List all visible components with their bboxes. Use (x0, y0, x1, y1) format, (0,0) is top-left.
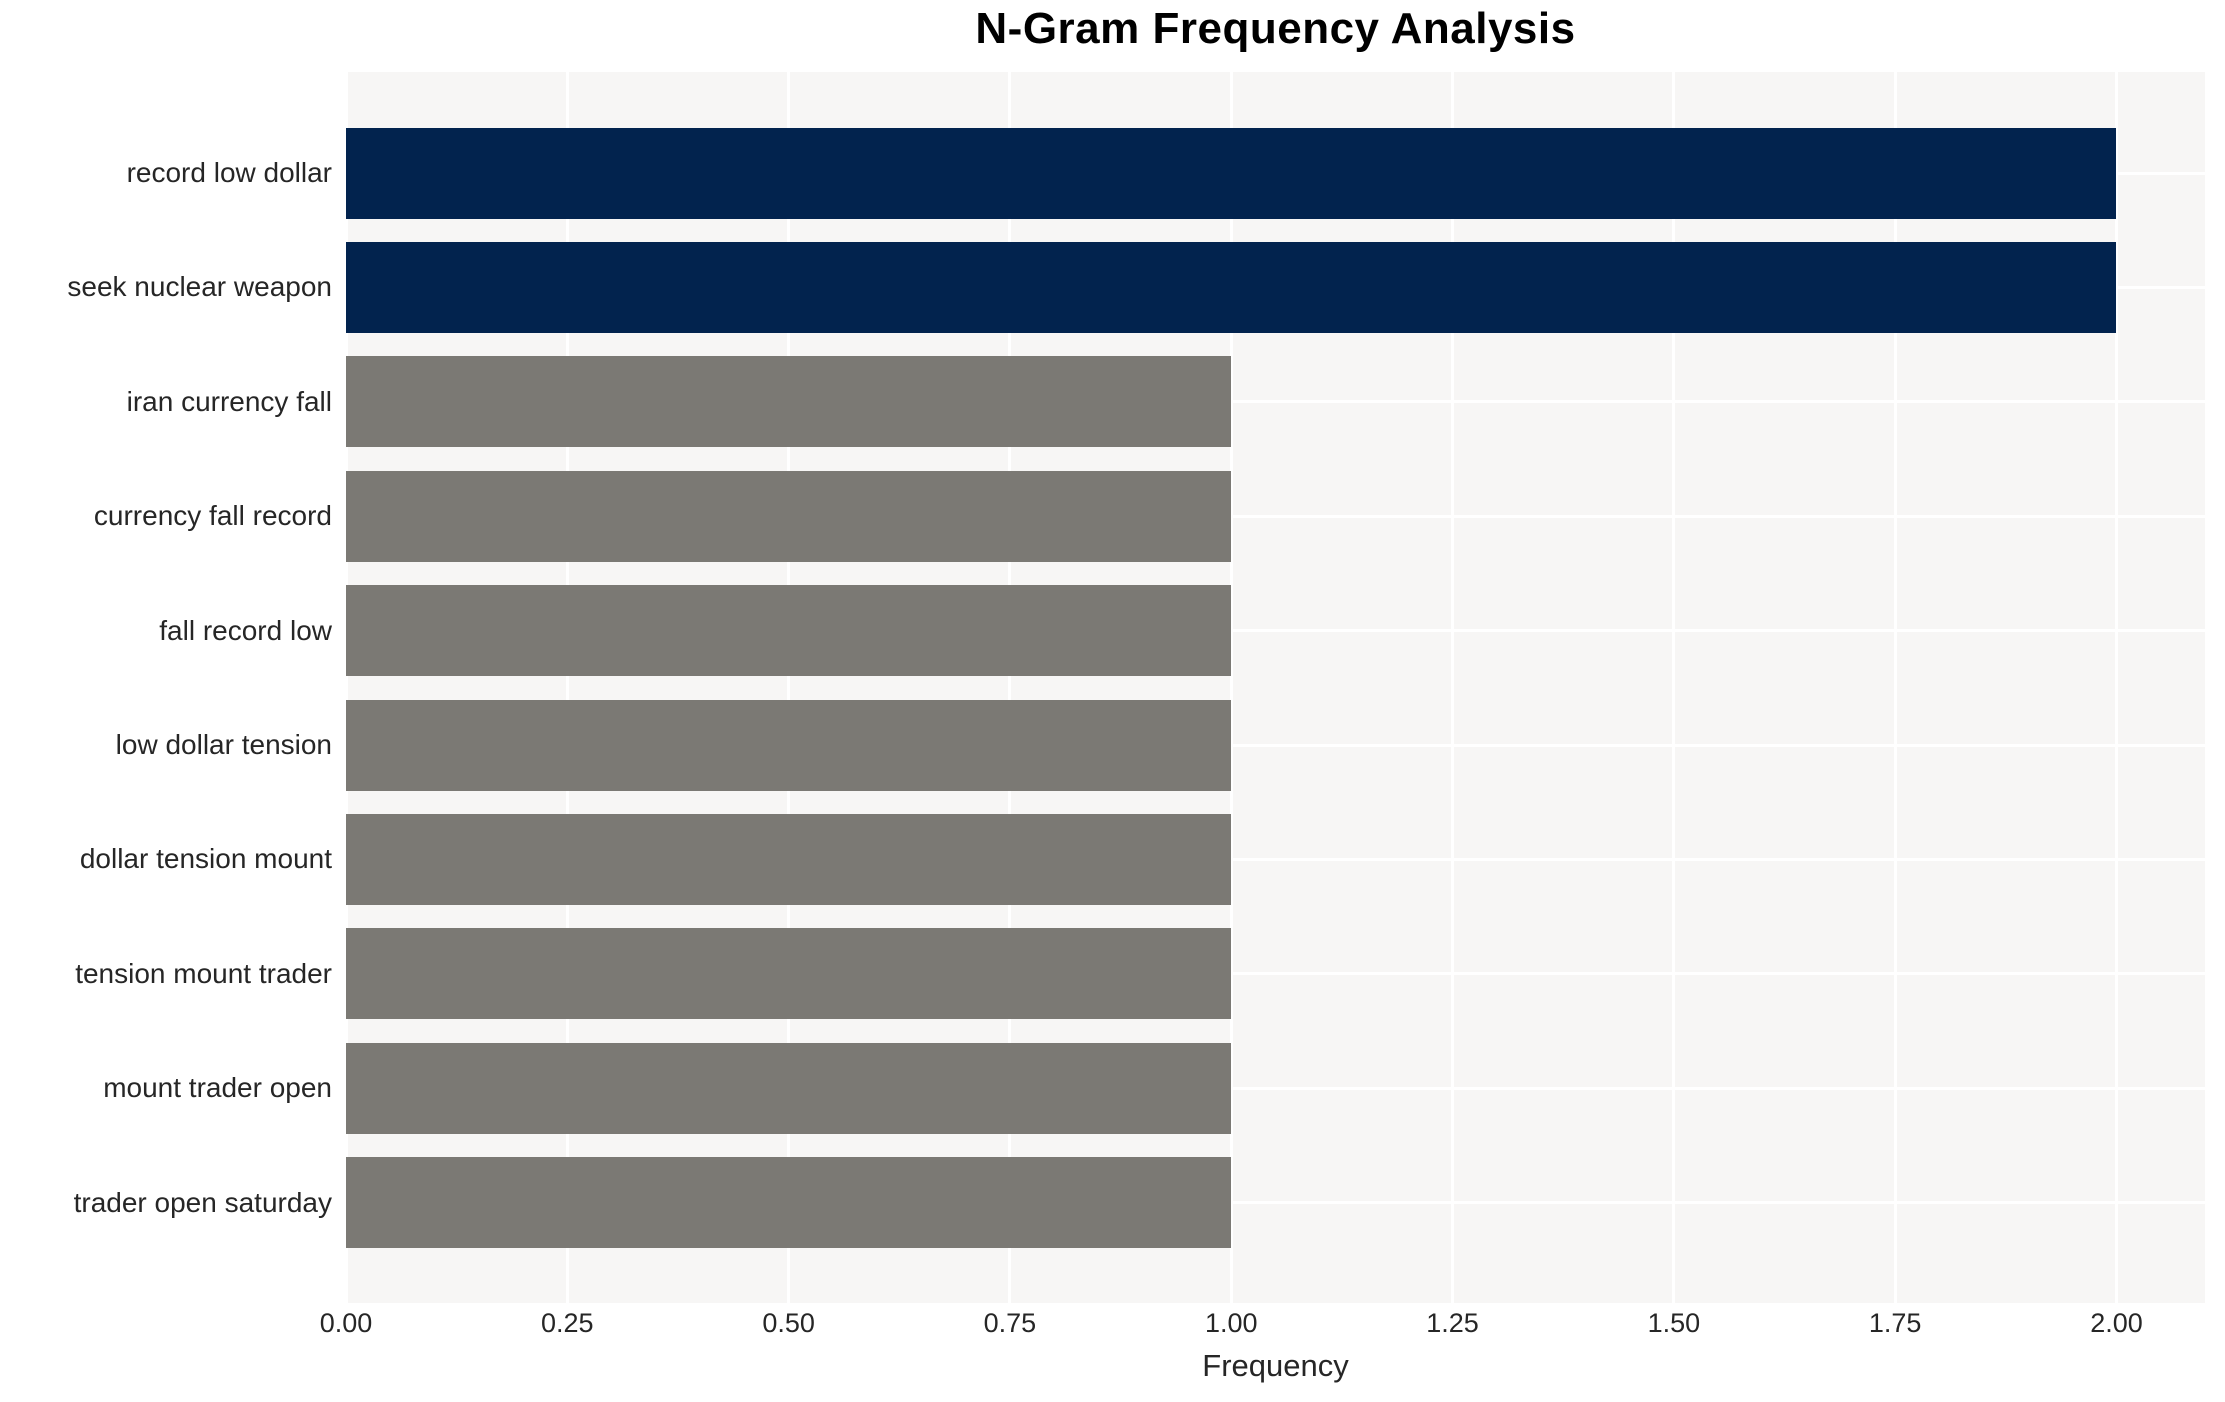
y-tick-label: low dollar tension (115, 729, 332, 760)
bar (346, 1042, 1232, 1134)
y-tick-label: mount trader open (103, 1072, 332, 1104)
y-gridline (346, 1086, 2205, 1090)
y-gridline (346, 743, 2205, 747)
x-tick-label: 1.50 (1647, 1308, 1701, 1338)
y-gridline (346, 972, 2205, 976)
x-tick-label: 2.00 (2090, 1308, 2143, 1338)
y-tick-label: trader open saturday (73, 1186, 332, 1218)
x-gridline (344, 72, 348, 1303)
y-tick-label: tension mount trader (75, 957, 332, 989)
x-gridline (1451, 72, 1455, 1303)
y-gridline (346, 400, 2205, 404)
x-gridline (1893, 72, 1897, 1303)
y-tick-label: currency fall record (93, 500, 332, 532)
x-tick-label: 0.00 (319, 1308, 373, 1338)
x-tick-label: 1.25 (1426, 1308, 1479, 1338)
y-gridline (346, 857, 2205, 861)
bar (346, 127, 2117, 219)
x-axis-title: Frequency (1202, 1348, 1349, 1383)
x-tick-label: 1.00 (1204, 1308, 1258, 1338)
y-tick-label: iran currency fall (126, 385, 332, 417)
bar (346, 241, 2117, 333)
y-tick-label: fall record low (159, 614, 332, 646)
x-tick-label: 0.25 (541, 1308, 594, 1338)
x-tick-label: 0.50 (762, 1308, 815, 1338)
y-gridline (346, 514, 2205, 518)
bar (346, 699, 1232, 791)
bar (346, 585, 1232, 677)
x-gridline (1229, 72, 1233, 1303)
bar (346, 356, 1232, 448)
x-gridline (565, 72, 569, 1303)
y-gridline (346, 1201, 2205, 1205)
x-tick-label: 0.75 (983, 1308, 1037, 1338)
bar (346, 813, 1232, 905)
chart-title: N-Gram Frequency Analysis (975, 4, 1576, 53)
x-gridline (2114, 72, 2118, 1303)
bar (346, 1157, 1232, 1249)
y-tick-label: seek nuclear weapon (67, 271, 332, 303)
y-tick-label: record low dollar (126, 157, 332, 188)
y-gridline (346, 629, 2205, 633)
x-gridline (1008, 72, 1012, 1303)
bar (346, 928, 1232, 1020)
y-tick-label: dollar tension mount (79, 843, 332, 875)
x-gridline (1672, 72, 1676, 1303)
x-tick-label: 1.75 (1868, 1308, 1922, 1338)
plot-area (344, 72, 2205, 1303)
bar (346, 470, 1232, 562)
x-gridline (787, 72, 791, 1303)
